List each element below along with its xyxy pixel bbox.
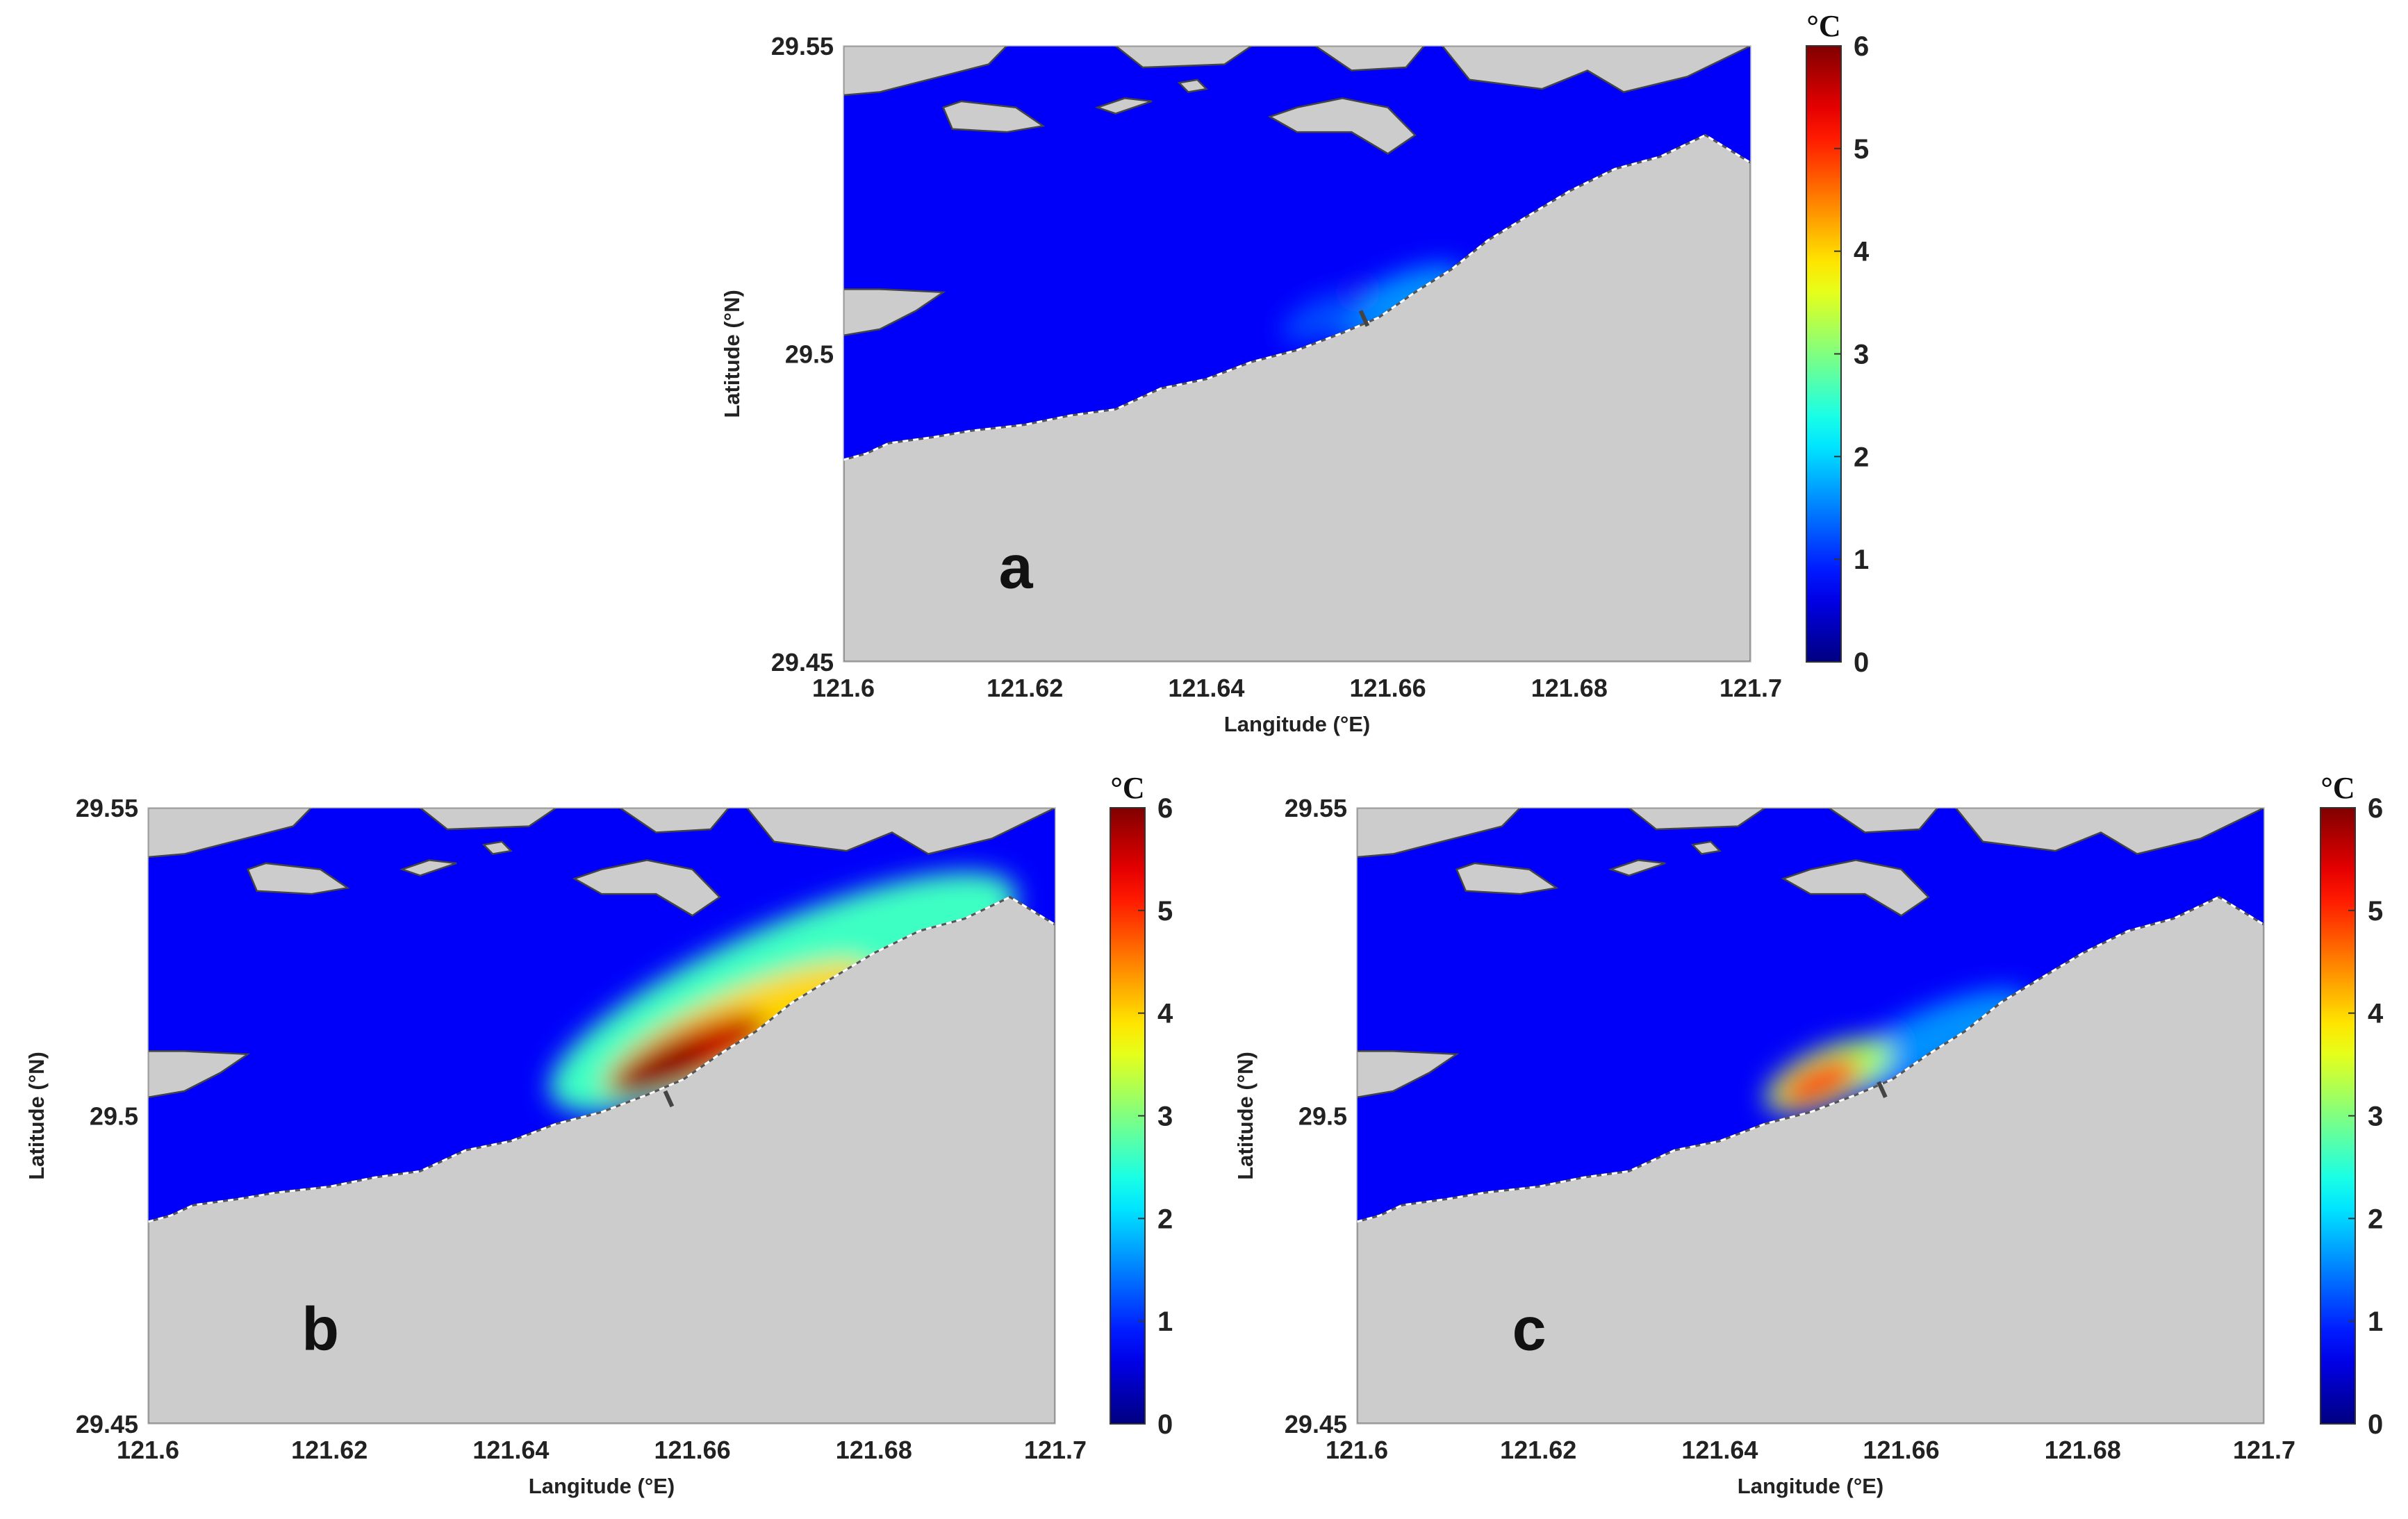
- island-3: [148, 1050, 251, 1099]
- colorbar-tick-label: 2: [1854, 442, 1869, 472]
- outfall-marker: [1877, 1081, 1888, 1098]
- land-north-2: [745, 808, 1055, 855]
- plume-contour-2: [1282, 292, 1367, 342]
- x-tick-label: 121.68: [1531, 674, 1608, 702]
- x-tick-label: 121.66: [1863, 1436, 1940, 1464]
- y-tick-label: 29.55: [771, 32, 834, 60]
- colorbar-tick-label: 4: [2368, 999, 2384, 1029]
- colorbar-tick-label: 4: [1157, 999, 1173, 1029]
- colorbar-tick-label: 6: [1854, 31, 1869, 62]
- outfall-marker: [1358, 310, 1370, 327]
- colorbar-tick-label: 6: [2368, 793, 2383, 824]
- land-north-0: [843, 46, 1008, 97]
- plume-contour-2: [1779, 1058, 1861, 1106]
- plume-contour-3: [614, 1045, 707, 1095]
- x-tick-label: 121.62: [1500, 1436, 1576, 1464]
- island-3: [843, 288, 946, 337]
- x-tick-label: 121.6: [1326, 1436, 1388, 1464]
- y-tick-label: 29.45: [76, 1410, 138, 1438]
- colorbar-tick-label: 4: [1854, 237, 1870, 267]
- island-4: [1690, 840, 1722, 855]
- y-tick-label: 29.5: [1298, 1102, 1347, 1131]
- colorbar-tick-label: 1: [1157, 1306, 1173, 1337]
- colorbar-tick-label: 0: [1157, 1409, 1173, 1440]
- land-north-1: [418, 808, 730, 833]
- temperature-plume: [1765, 989, 2029, 1113]
- colorbar-tick-label: 3: [1157, 1102, 1173, 1132]
- island-2: [572, 859, 721, 917]
- x-tick-label: 121.7: [1024, 1436, 1087, 1464]
- coastline: [1357, 895, 2264, 1223]
- y-axis-title: Latitude (°N): [1233, 1052, 1257, 1180]
- island-4: [1177, 78, 1208, 93]
- x-axis-title: Langitude (°E): [529, 1474, 675, 1498]
- island-2: [1267, 97, 1417, 155]
- island-1: [1094, 97, 1153, 115]
- map-panel-c: 121.6 121.62 121.64 121.66 121.68 121.7 29.45 2…: [1233, 771, 2384, 1498]
- colorbar-tick-label: 3: [1854, 340, 1869, 370]
- colorbar-unit: °C: [1806, 9, 1840, 43]
- land-north-2: [1441, 46, 1751, 93]
- island-0: [1455, 862, 1559, 895]
- x-axis-title: Langitude (°E): [1224, 712, 1370, 736]
- coastline: [843, 133, 1751, 461]
- x-tick-label: 121.7: [2233, 1436, 2295, 1464]
- island-4: [481, 840, 513, 855]
- island-1: [399, 859, 457, 877]
- y-tick-label: 29.55: [76, 794, 138, 822]
- x-tick-label: 121.62: [291, 1436, 368, 1464]
- colorbar-tick-label: 5: [1854, 134, 1869, 165]
- panel-label: b: [302, 1295, 339, 1363]
- colorbar-tick-label: 0: [2368, 1409, 2383, 1440]
- map-panel-b: 121.6 121.62 121.64 121.66 121.68 121.7 29.45 2…: [24, 771, 1173, 1498]
- colorbar-tick-label: 1: [2368, 1306, 2383, 1337]
- colorbar-unit: °C: [1110, 771, 1144, 805]
- land-north-1: [1114, 46, 1426, 72]
- x-tick-label: 121.6: [812, 674, 875, 702]
- island-2: [1781, 859, 1930, 917]
- y-axis-title: Latitude (°N): [720, 290, 744, 418]
- x-tick-label: 121.62: [987, 674, 1063, 702]
- land-north-0: [148, 808, 313, 858]
- y-tick-label: 29.5: [90, 1102, 138, 1131]
- map-panel-a: 121.6 121.62 121.64 121.66 121.68 121.7 29.45 2…: [720, 9, 1870, 736]
- colorbar-tick-label: 6: [1157, 793, 1173, 824]
- land-north-0: [1357, 808, 1522, 858]
- x-axis-title: Langitude (°E): [1738, 1474, 1883, 1498]
- y-tick-label: 29.55: [1285, 794, 1347, 822]
- outfall-marker: [663, 1090, 675, 1108]
- x-tick-label: 121.66: [1350, 674, 1426, 702]
- colorbar-tick-label: 1: [1854, 545, 1869, 575]
- island-3: [1357, 1050, 1460, 1099]
- x-tick-label: 121.66: [654, 1436, 731, 1464]
- colorbar-tick-label: 0: [1854, 647, 1869, 678]
- island-0: [941, 100, 1046, 133]
- x-tick-label: 121.68: [836, 1436, 912, 1464]
- island-0: [246, 862, 350, 895]
- y-tick-label: 29.45: [1285, 1410, 1347, 1438]
- coastline: [148, 895, 1055, 1223]
- panel-label: c: [1512, 1295, 1547, 1363]
- land-north-1: [1627, 808, 1939, 833]
- x-tick-label: 121.7: [1720, 674, 1782, 702]
- x-tick-label: 121.68: [2045, 1436, 2121, 1464]
- land-north-2: [1954, 808, 2264, 855]
- y-axis-title: Latitude (°N): [24, 1052, 49, 1180]
- colorbar-unit: °C: [2320, 771, 2355, 805]
- island-1: [1608, 859, 1666, 877]
- y-tick-label: 29.45: [771, 648, 834, 677]
- colorbar-tick-label: 3: [2368, 1102, 2383, 1132]
- colorbar-tick-label: 5: [1157, 896, 1173, 927]
- colorbar-tick-label: 5: [2368, 896, 2383, 927]
- x-tick-label: 121.64: [472, 1436, 549, 1464]
- colorbar-tick-label: 2: [2368, 1204, 2383, 1234]
- y-tick-label: 29.5: [785, 340, 834, 369]
- x-tick-label: 121.6: [117, 1436, 179, 1464]
- colorbar-tick-label: 2: [1157, 1204, 1173, 1234]
- x-tick-label: 121.64: [1681, 1436, 1758, 1464]
- x-tick-label: 121.64: [1168, 674, 1244, 702]
- panel-label: a: [999, 533, 1034, 601]
